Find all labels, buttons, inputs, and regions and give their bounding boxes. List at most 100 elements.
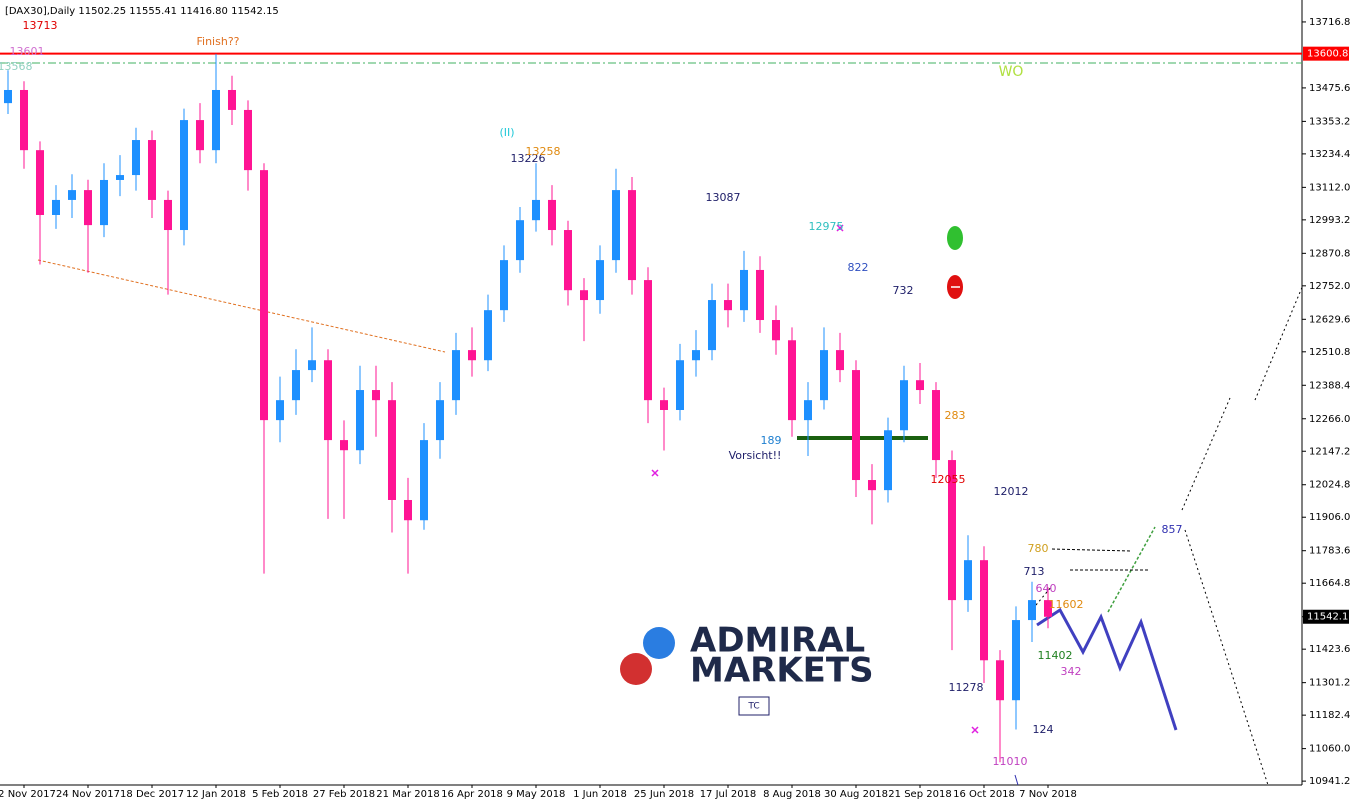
annotation: 13568 xyxy=(0,60,33,73)
candle-body xyxy=(36,150,44,215)
x-tick-label: 16 Apr 2018 xyxy=(441,789,503,800)
annotation: Finish?? xyxy=(197,35,240,48)
y-tick-label: 11906.00 xyxy=(1309,512,1350,523)
drawing-line xyxy=(1051,548,1131,552)
cross-marker xyxy=(836,224,844,232)
candle-body xyxy=(900,380,908,431)
candle-body xyxy=(916,380,924,391)
y-tick-label: 11060.00 xyxy=(1309,744,1350,755)
drawing-line xyxy=(1035,585,1053,606)
candle-body xyxy=(596,260,604,301)
drawing-line xyxy=(1254,284,1304,401)
annotation: 822 xyxy=(848,261,869,274)
candle-body xyxy=(580,290,588,301)
drawing-line xyxy=(1181,397,1231,511)
x-tick-label: 7 Nov 2018 xyxy=(1019,789,1077,800)
x-tick-label: 16 Oct 2018 xyxy=(953,789,1015,800)
cross-marker xyxy=(651,469,659,477)
candle-body xyxy=(868,480,876,491)
logo-text: ADMIRAL xyxy=(690,621,865,661)
candle-body xyxy=(340,440,348,451)
annotation: 124 xyxy=(1033,723,1054,736)
candle-body xyxy=(148,140,156,200)
candle-body xyxy=(788,340,796,421)
annotation: (II) xyxy=(499,126,514,139)
candle-body xyxy=(420,440,428,521)
candle-body xyxy=(132,140,140,176)
x-tick-label: 1 Jun 2018 xyxy=(573,789,627,800)
candle-body xyxy=(20,89,28,151)
price-label-box xyxy=(1303,46,1349,61)
candle-body xyxy=(468,350,476,361)
annotation: 13258 xyxy=(526,145,561,158)
annotation: TC xyxy=(747,702,759,712)
candle-body xyxy=(116,175,124,180)
x-tick-label: 5 Feb 2018 xyxy=(252,789,308,800)
candle-body xyxy=(820,350,828,401)
price-label: 13600.80 xyxy=(1307,49,1350,60)
candle-body xyxy=(100,179,108,226)
candle-body xyxy=(836,350,844,371)
last-price-label: 11542.15 xyxy=(1307,612,1350,623)
y-tick-label: 13353.20 xyxy=(1309,116,1350,127)
candle-body xyxy=(564,230,572,291)
y-tick-label: 12147.20 xyxy=(1309,446,1350,457)
candle-body xyxy=(1044,600,1052,617)
x-tick-label: 12 Jan 2018 xyxy=(186,789,246,800)
candle-body xyxy=(516,220,524,261)
candle-body xyxy=(212,89,220,151)
candle-body xyxy=(548,199,556,231)
x-tick-label: 18 Dec 2017 xyxy=(120,789,184,800)
x-tick-label: 21 Mar 2018 xyxy=(376,789,439,800)
candle-body xyxy=(964,560,972,601)
y-tick-label: 12510.80 xyxy=(1309,347,1350,358)
annotation: 13087 xyxy=(706,191,741,204)
candle-body xyxy=(932,390,940,461)
candle-body xyxy=(1028,600,1036,621)
candle-body xyxy=(756,269,764,321)
y-tick-label: 12752.00 xyxy=(1309,281,1350,292)
annotation: 283 xyxy=(945,409,966,422)
candle-body xyxy=(628,190,636,281)
candle-body xyxy=(884,430,892,491)
candle-body xyxy=(196,120,204,151)
x-tick-label: 30 Aug 2018 xyxy=(824,789,888,800)
logo-dot xyxy=(643,627,675,659)
candle-body xyxy=(372,390,380,401)
candle-body xyxy=(644,280,652,401)
annotation: 13713 xyxy=(23,19,58,32)
last-price-box xyxy=(1303,609,1349,624)
y-tick-label: 11664.80 xyxy=(1309,578,1350,589)
candle-body xyxy=(948,460,956,601)
drawing-line xyxy=(1036,607,1178,731)
candle-body xyxy=(724,300,732,311)
annotation: 342 xyxy=(1061,665,1082,678)
candle-body xyxy=(676,360,684,411)
y-tick-label: 13234.40 xyxy=(1309,149,1350,160)
annotation: 857 xyxy=(1162,523,1183,536)
annotation: 11010 xyxy=(993,755,1028,768)
candle-body xyxy=(804,400,812,421)
x-tick-label: 21 Sep 2018 xyxy=(888,789,951,800)
x-tick-label: 8 Aug 2018 xyxy=(763,789,821,800)
x-tick-label: 24 Nov 2017 xyxy=(56,789,120,800)
candle-body xyxy=(52,199,60,215)
candle-body xyxy=(452,350,460,401)
annotation: 13226 xyxy=(511,152,546,165)
y-tick-label: 11182.40 xyxy=(1309,710,1350,721)
candle-body xyxy=(244,109,252,171)
y-tick-label: 13475.60 xyxy=(1309,83,1350,94)
candle-body xyxy=(164,199,172,231)
candle-body xyxy=(324,360,332,441)
y-tick-label: 12266.00 xyxy=(1309,414,1350,425)
annotation: WO xyxy=(999,64,1024,80)
candle-body xyxy=(260,170,268,421)
annotation: 12055 xyxy=(931,473,966,486)
x-tick-label: 25 Jun 2018 xyxy=(634,789,694,800)
annotation: 12012 xyxy=(994,485,1029,498)
annotation: 780 xyxy=(1028,542,1049,555)
tc-box xyxy=(738,696,770,716)
signal-dot xyxy=(947,226,963,250)
annotation: 189 xyxy=(761,434,782,447)
